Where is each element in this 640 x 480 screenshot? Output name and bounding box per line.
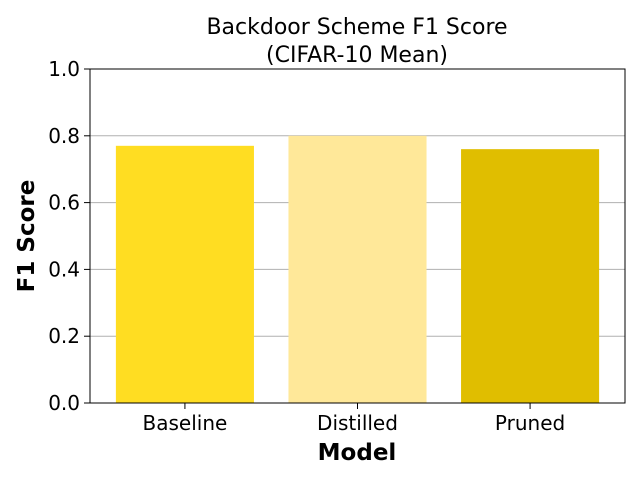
bar-pruned: [461, 149, 600, 403]
chart-title-line-2: (CIFAR-10 Mean): [266, 43, 448, 68]
bar-baseline: [115, 145, 254, 403]
x-tick-label-baseline: Baseline: [143, 411, 228, 435]
y-tick-label-5: 1.0: [48, 57, 80, 81]
bar-distilled: [288, 135, 427, 404]
y-tick-label-2: 0.4: [48, 257, 80, 281]
y-tick-label-3: 0.6: [48, 191, 80, 215]
x-tick-label-distilled: Distilled: [317, 411, 398, 435]
y-tick-label-4: 0.8: [48, 124, 80, 148]
bars: [115, 135, 600, 404]
x-axis-ticks: Baseline Distilled Pruned: [143, 403, 565, 435]
x-tick-label-pruned: Pruned: [495, 411, 565, 435]
chart-title-line-1: Backdoor Scheme F1 Score: [206, 15, 507, 40]
x-axis-label: Model: [318, 440, 397, 466]
y-tick-label-1: 0.2: [48, 324, 80, 348]
y-axis-ticks: 0.0 0.2 0.4 0.6 0.8 1.0: [48, 57, 90, 415]
y-axis-label: F1 Score: [14, 180, 40, 293]
y-tick-label-0: 0.0: [48, 391, 80, 415]
